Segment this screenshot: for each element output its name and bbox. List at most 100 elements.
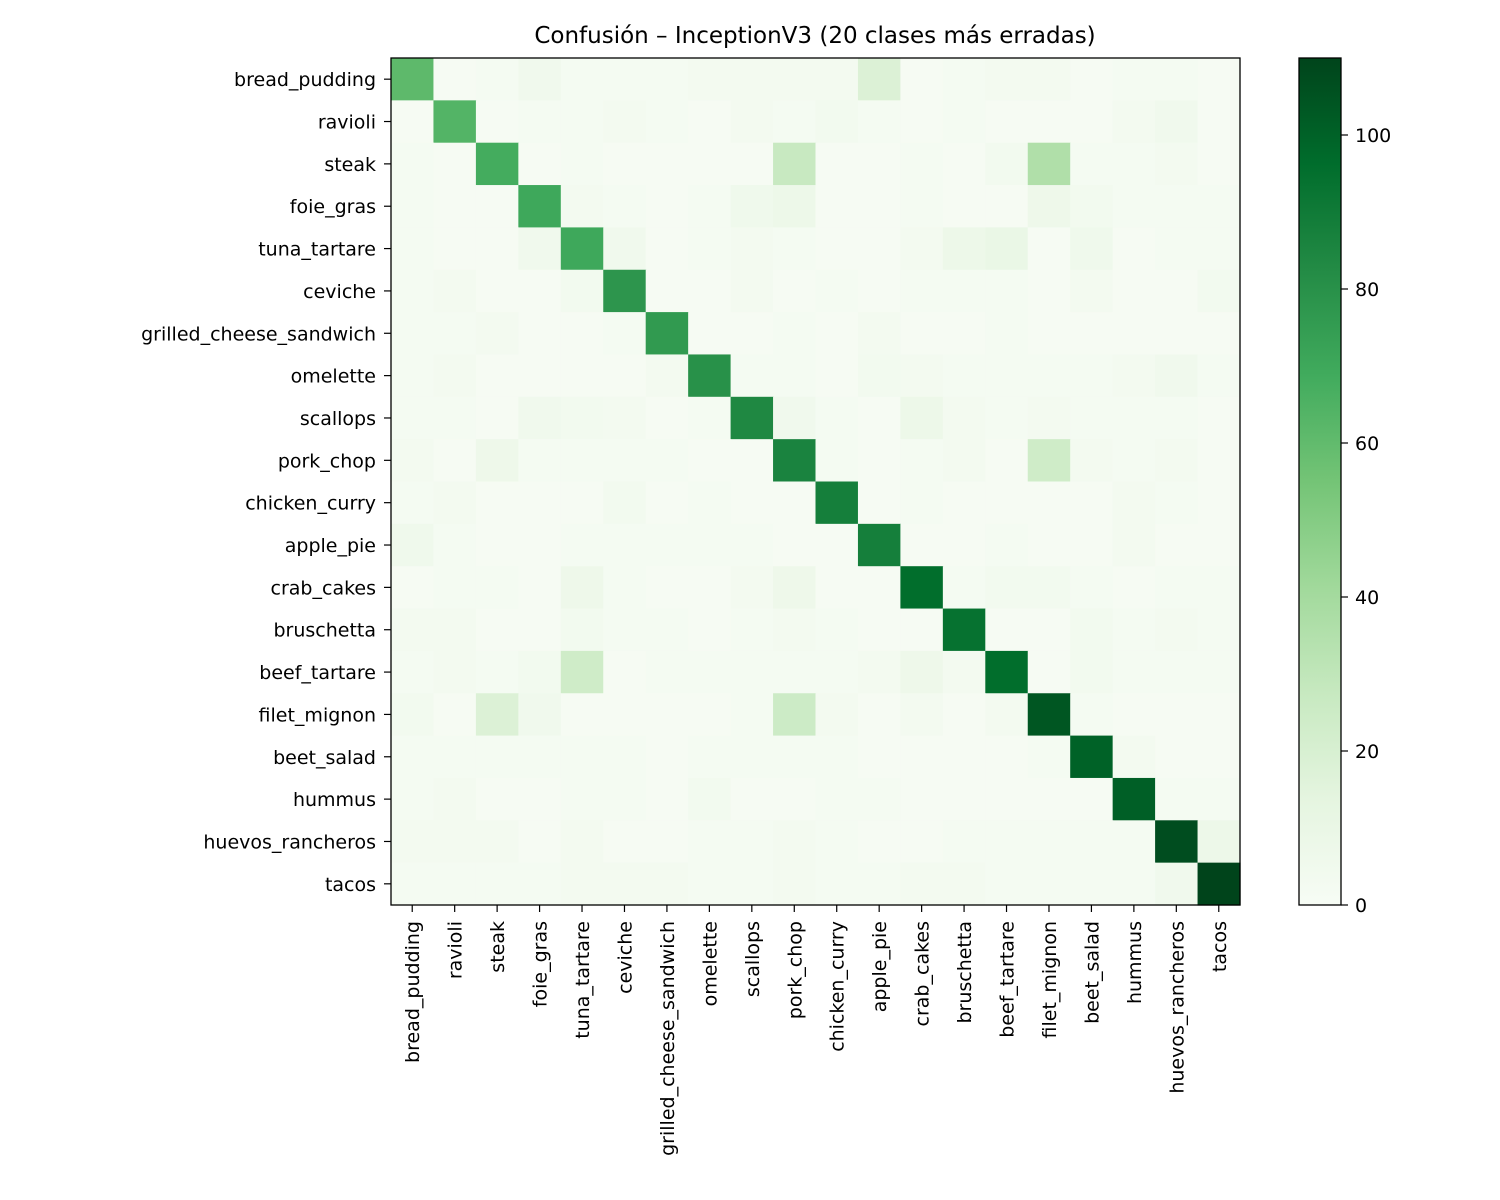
x-tick-label: filet_mignon: [1039, 921, 1061, 1038]
heatmap-cell: [433, 735, 477, 779]
heatmap-cell: [730, 142, 774, 186]
colorbar: [1298, 57, 1342, 906]
heatmap-cell: [1112, 269, 1156, 313]
heatmap-cell: [985, 312, 1029, 356]
heatmap-cell: [518, 735, 562, 779]
heatmap-cell: [1070, 523, 1114, 567]
heatmap-cell: [942, 396, 986, 440]
heatmap-cell: [942, 735, 986, 779]
heatmap-cell: [391, 481, 435, 525]
heatmap-cell: [985, 227, 1029, 271]
colorbar-ticks: 0 20 40 60 80 100: [1341, 125, 1391, 917]
heatmap-cell: [475, 650, 519, 694]
y-tick-label: pork_chop: [278, 450, 376, 472]
heatmap-cell: [1027, 185, 1071, 228]
heatmap-cell: [942, 862, 986, 906]
heatmap-cell: [773, 100, 817, 144]
heatmap-cell: [900, 396, 944, 440]
heatmap-cell: [1155, 523, 1199, 567]
y-tick-label: beet_salad: [273, 747, 376, 769]
heatmap-cell: [985, 100, 1029, 144]
heatmap-cell: [773, 58, 817, 101]
heatmap-cell: [475, 439, 519, 483]
heatmap-cell: [1197, 227, 1241, 271]
heatmap-cell: [900, 481, 944, 525]
y-tick-label: apple_pie: [285, 535, 376, 557]
x-tick-label: tacos: [1209, 921, 1231, 972]
heatmap-cell: [1112, 396, 1156, 440]
colorbar-tick-label: 20: [1355, 741, 1379, 763]
x-tick-label: hummus: [1124, 921, 1146, 1004]
heatmap-cell: [433, 142, 477, 186]
heatmap-cell: [1197, 650, 1241, 694]
heatmap-cell: [645, 820, 689, 864]
heatmap-cell: [1070, 862, 1114, 906]
heatmap-cell: [730, 185, 774, 228]
heatmap-cell: [773, 566, 817, 610]
heatmap-cell: [1070, 227, 1114, 271]
heatmap-cell: [433, 777, 477, 821]
heatmap-cell: [391, 439, 435, 483]
heatmap-cell: [815, 608, 859, 652]
heatmap-cell: [985, 58, 1029, 101]
heatmap-cell: [857, 227, 901, 271]
heatmap-cell: [475, 862, 519, 906]
heatmap-cell: [560, 312, 604, 356]
y-tick-label: scallops: [300, 408, 376, 430]
heatmap-cell: [518, 185, 562, 228]
heatmap-cell: [391, 354, 435, 398]
y-tick-label: filet_mignon: [259, 704, 376, 726]
heatmap-cell: [433, 354, 477, 398]
chart-title: Confusión – InceptionV3 (20 clases más e…: [534, 23, 1095, 49]
heatmap-cell: [645, 396, 689, 440]
y-tick-label: crab_cakes: [271, 577, 376, 599]
heatmap-cell: [942, 523, 986, 567]
heatmap-cell: [603, 185, 647, 228]
heatmap-cell: [942, 227, 986, 271]
heatmap-cell: [1027, 862, 1071, 906]
heatmap-cell: [1155, 396, 1199, 440]
heatmap-cell: [1112, 185, 1156, 228]
heatmap-cell: [773, 820, 817, 864]
heatmap-cell: [773, 523, 817, 567]
y-tick-label: omelette: [291, 366, 376, 388]
heatmap-cell: [391, 269, 435, 313]
x-tick-label: steak: [487, 921, 509, 973]
heatmap-cell: [900, 185, 944, 228]
heatmap-cell: [1112, 481, 1156, 525]
heatmap-cell: [1197, 608, 1241, 652]
heatmap-cell: [773, 481, 817, 525]
y-tick-label: huevos_rancheros: [203, 831, 376, 853]
heatmap-cell: [773, 312, 817, 356]
heatmap-cell: [857, 820, 901, 864]
heatmap-cell: [815, 58, 859, 101]
heatmap-cell: [603, 862, 647, 906]
heatmap-cell: [1112, 735, 1156, 779]
x-tick-label: chicken_curry: [827, 921, 849, 1052]
heatmap-cell: [1112, 650, 1156, 694]
heatmap-cell: [1197, 142, 1241, 186]
heatmap-cell: [1027, 650, 1071, 694]
heatmap-cell: [1112, 439, 1156, 483]
heatmap-cell: [475, 820, 519, 864]
heatmap-cell: [815, 396, 859, 440]
heatmap-cell: [603, 481, 647, 525]
heatmap-cell: [1112, 566, 1156, 610]
heatmap-cell: [985, 777, 1029, 821]
heatmap-cell: [518, 312, 562, 356]
heatmap-cell: [603, 608, 647, 652]
heatmap-cell: [1155, 820, 1199, 864]
y-tick-label: bruschetta: [273, 620, 376, 642]
x-tick-label: tuna_tartare: [572, 921, 594, 1039]
heatmap-cell: [1155, 312, 1199, 356]
heatmap-cell: [942, 269, 986, 313]
heatmap-cell: [475, 269, 519, 313]
heatmap-cell: [1155, 650, 1199, 694]
heatmap-cell: [773, 269, 817, 313]
heatmap-cell: [1070, 269, 1114, 313]
heatmap-cell: [1070, 735, 1114, 779]
x-tick-label: foie_gras: [530, 921, 552, 1007]
heatmap-cell: [815, 820, 859, 864]
heatmap-cell: [475, 693, 519, 737]
heatmap-cell: [518, 142, 562, 186]
